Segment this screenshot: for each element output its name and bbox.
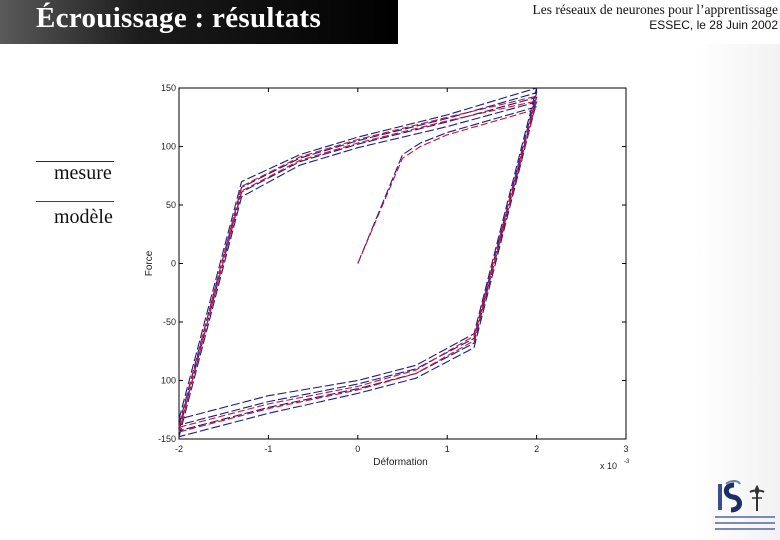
y-tick-label: 0 xyxy=(171,259,176,269)
legend-label-mesure: mesure xyxy=(54,162,112,184)
x-tick-label: 0 xyxy=(355,444,360,454)
mesure-initial-curve xyxy=(357,106,537,264)
x-tick-label: -2 xyxy=(175,444,183,454)
legend-line-modele xyxy=(36,201,114,202)
plot-frame xyxy=(178,87,627,440)
modele-loop xyxy=(178,100,538,433)
x-tick-label: 1 xyxy=(445,444,450,454)
x-tick-label: 3 xyxy=(623,444,628,454)
y-tick-label: 150 xyxy=(161,83,176,93)
y-axis-label: Force xyxy=(144,250,155,276)
mesure-loop xyxy=(178,96,538,432)
title-bar: Écrouissage : résultats xyxy=(0,0,398,44)
x-tick-label: -1 xyxy=(264,444,272,454)
mesure-loop xyxy=(178,91,538,426)
y-tick-label: 100 xyxy=(161,142,176,152)
legend-label-modele: modèle xyxy=(54,206,113,228)
x-tick-label: 2 xyxy=(534,444,539,454)
right-strip xyxy=(695,44,780,540)
legend-line-mesure xyxy=(36,161,114,162)
header-line1: Les réseaux de neurones pour l’apprentis… xyxy=(532,2,778,17)
mesure-loop xyxy=(178,87,538,420)
modele-loop xyxy=(178,95,538,428)
x-multiplier-exponent: -3 xyxy=(624,459,630,465)
x-axis-label: Déformation xyxy=(373,457,427,468)
logo-icon xyxy=(715,480,775,530)
y-tick-label: 50 xyxy=(166,200,176,210)
x-multiplier-label: x 10 xyxy=(600,461,617,471)
y-tick-label: 100 xyxy=(161,376,176,386)
slide-title: Écrouissage : résultats xyxy=(36,2,322,34)
header-line2: ESSEC, le 28 Juin 2002 xyxy=(649,18,778,32)
modele-initial-curve xyxy=(357,108,537,264)
y-tick-label: -50 xyxy=(163,317,176,327)
y-tick-label: -150 xyxy=(158,434,176,444)
